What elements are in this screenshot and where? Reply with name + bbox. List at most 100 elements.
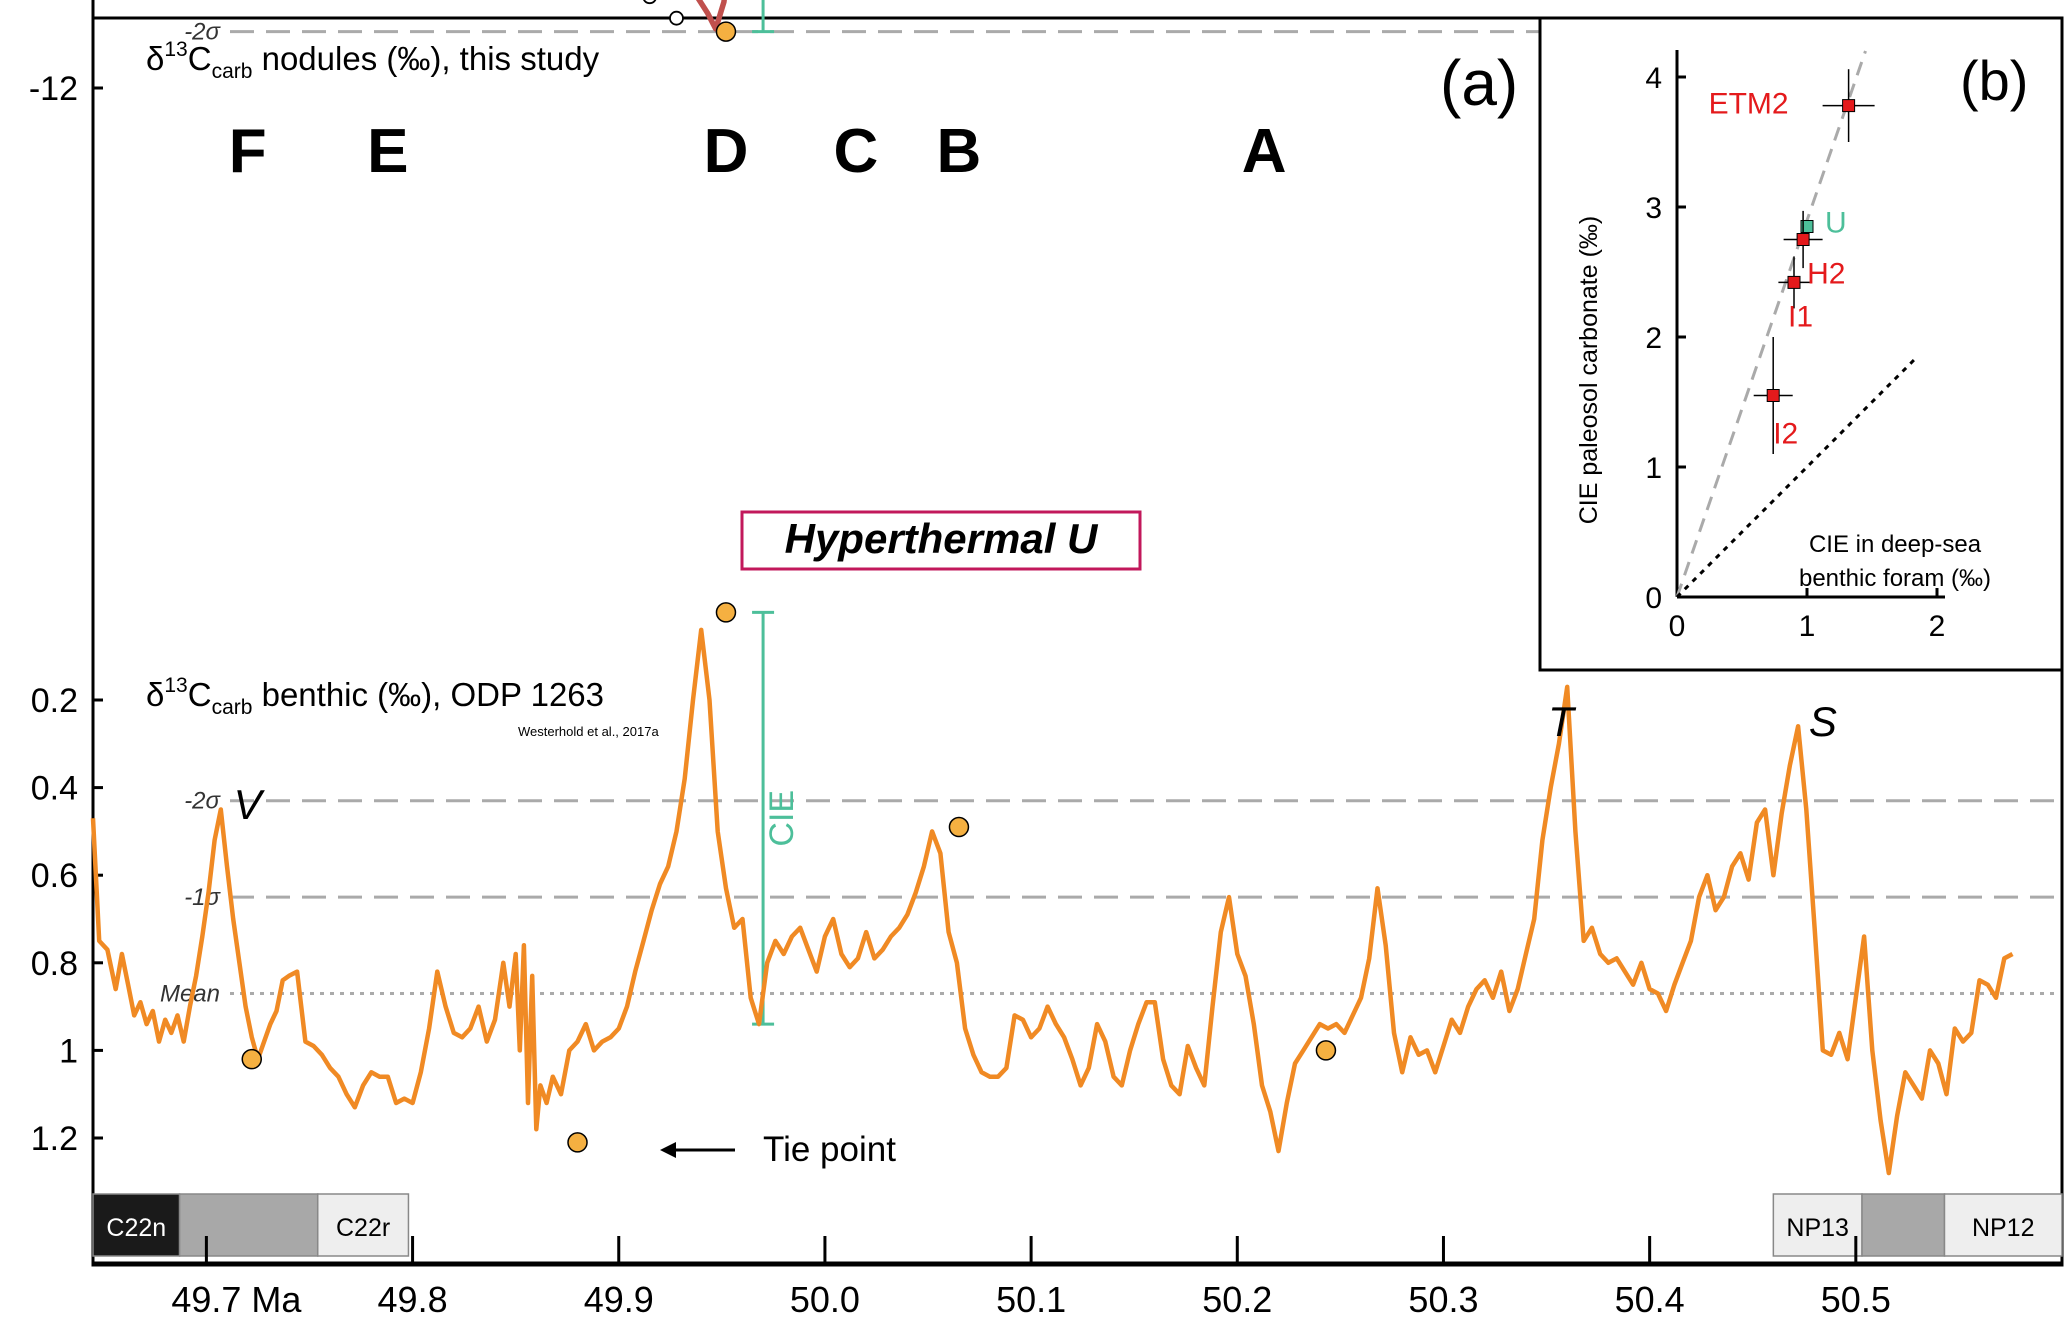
benthic-event-label: S bbox=[1809, 698, 1837, 745]
benthic-highlight-point bbox=[1315, 1040, 1337, 1061]
benthic-highlight-point bbox=[567, 1132, 588, 1153]
x-tick-label-4: 50.1 bbox=[996, 1279, 1066, 1320]
nodule-points bbox=[643, 0, 684, 26]
benthic-event-label: V bbox=[234, 781, 266, 828]
benthic-y-tick-label-2: 0.6 bbox=[31, 857, 78, 895]
tie-point-label: Tie point bbox=[763, 1130, 896, 1169]
event-labels: F E D C B A V T S bbox=[229, 117, 1837, 828]
nodules-event-label: B bbox=[937, 117, 982, 186]
benthic-title-sub: carb bbox=[212, 696, 253, 719]
x-tick-label-5: 50.2 bbox=[1202, 1279, 1272, 1320]
inset-point-1 bbox=[1800, 220, 1814, 233]
zone-label-2: C22r bbox=[336, 1214, 390, 1242]
zone-2 bbox=[316, 1193, 410, 1257]
nodules-ref-label-2: -2σ bbox=[184, 19, 221, 46]
zone-label-5: NP12 bbox=[1972, 1214, 2035, 1242]
nodules-y-axis: -12-10-8-6-4 bbox=[29, 0, 103, 108]
zone-4 bbox=[1861, 1193, 1946, 1257]
benthic-highlight-point bbox=[715, 602, 737, 623]
benthic-series-line bbox=[90, 627, 2014, 1176]
inset-chart: 0 1 2 3 4 0 1 2 ETM2 U H2 I1 I2 bbox=[1645, 50, 1945, 643]
inset-xlabel-line1: CIE in deep-sea bbox=[1809, 531, 1982, 558]
inset-x-tick-label-2: 2 bbox=[1929, 610, 1946, 643]
benthic-title: δ13Ccarb benthic (‰), ODP 1263 bbox=[146, 674, 604, 719]
zone-label-0: C22n bbox=[106, 1214, 166, 1242]
x-tick-label-8: 50.5 bbox=[1821, 1279, 1891, 1320]
inset-xlabel-line2: benthic foram (‰) bbox=[1799, 565, 1991, 592]
chronozone-bars: C22n C22r NP13 NP12 bbox=[92, 1193, 2063, 1257]
inset-point-0 bbox=[1842, 99, 1856, 113]
inset-x-tick-label-0: 0 bbox=[1669, 610, 1686, 643]
x-tick-label-0: 49.7 Ma bbox=[171, 1279, 302, 1320]
x-tick-label-3: 50.0 bbox=[790, 1279, 860, 1320]
nodules-title-sub: carb bbox=[212, 60, 253, 83]
nodules-event-label: C bbox=[833, 117, 878, 186]
nodules-title-c: C bbox=[188, 40, 212, 77]
nodules-y-tick-label-1: -10 bbox=[29, 0, 78, 1]
benthic-y-tick-label-5: 1.2 bbox=[31, 1120, 78, 1158]
benthic-citation: Westerhold et al., 2017a bbox=[518, 724, 659, 739]
benthic-ref-label-1: -1σ bbox=[184, 884, 221, 911]
inset-point-3 bbox=[1787, 275, 1801, 289]
benthic-highlight-point bbox=[948, 816, 970, 838]
inset-one-to-one-line bbox=[1675, 355, 1919, 599]
inset-ylabel: CIE paleosol carbonate (‰) bbox=[1575, 216, 1603, 524]
benthic-cie-label: CIE bbox=[763, 790, 801, 847]
x-tick-label-1: 49.8 bbox=[378, 1279, 448, 1320]
nodule-point bbox=[669, 10, 684, 26]
nodules-event-label: D bbox=[704, 117, 749, 186]
inset-frame bbox=[1538, 16, 2064, 672]
nodules-title: δ13Ccarb nodules (‰), this study bbox=[146, 38, 600, 83]
panel-label-b: (b) bbox=[1960, 49, 2028, 112]
benthic-y-tick-label-3: 0.8 bbox=[31, 945, 78, 983]
inset-x-tick-label-1: 1 bbox=[1799, 610, 1816, 643]
benthic-y-axis: 0.2 0.4 0.6 0.8 1 1.2 bbox=[31, 680, 103, 1158]
nodule-point bbox=[643, 0, 657, 5]
zone-0 bbox=[92, 1193, 181, 1257]
benthic-y-tick-label-4: 1 bbox=[59, 1032, 78, 1070]
zone-1 bbox=[178, 1193, 319, 1257]
nodules-event-label: A bbox=[1242, 117, 1287, 186]
inset-y-tick-label-3: 3 bbox=[1645, 192, 1662, 225]
nodules-title-delta: δ bbox=[146, 40, 164, 77]
highlight-points bbox=[241, 21, 1337, 1153]
x-tick-label-2: 49.9 bbox=[584, 1279, 654, 1320]
zone-5 bbox=[1943, 1193, 2063, 1257]
benthic-event-label: T bbox=[1548, 698, 1577, 745]
zone-label-3: NP13 bbox=[1786, 1214, 1849, 1242]
inset-point-label-1: U bbox=[1825, 207, 1847, 240]
x-axis: 49.7 Ma 49.8 49.9 50.0 50.1 50.2 50.3 50.4 50.5 bbox=[93, 1236, 2062, 1320]
benthic-ref-label-2: -2σ bbox=[184, 788, 221, 815]
inset-y-tick-label-4: 4 bbox=[1645, 62, 1662, 95]
inset-point-label-3: I1 bbox=[1788, 300, 1813, 333]
benthic-title-c: C bbox=[188, 676, 212, 713]
nodules-event-label: E bbox=[367, 117, 408, 186]
inset-point-label-4: I2 bbox=[1773, 418, 1798, 451]
cie-bars: CIECIE bbox=[752, 0, 801, 1026]
nodules-y-tick-label-0: -12 bbox=[29, 70, 78, 108]
benthic-highlight-point bbox=[241, 1048, 263, 1070]
benthic-title-delta: δ bbox=[146, 676, 164, 713]
benthic-y-tick-label-1: 0.4 bbox=[31, 770, 78, 808]
inset-y-tick-label-2: 2 bbox=[1645, 322, 1662, 355]
inset-point-2 bbox=[1796, 233, 1810, 246]
inset-fit-line bbox=[1675, 50, 1867, 598]
nodules-title-rest: nodules (‰), this study bbox=[252, 40, 599, 77]
benthic-y-tick-label-0: 0.2 bbox=[31, 682, 78, 720]
inset-y-tick-label-0: 0 bbox=[1645, 582, 1662, 615]
hyperthermal-box bbox=[740, 510, 1142, 571]
inset-y-tick-label-1: 1 bbox=[1645, 452, 1662, 485]
inset-point-4 bbox=[1766, 389, 1780, 402]
tie-point-arrowhead bbox=[660, 1142, 676, 1158]
inset-point-label-2: H2 bbox=[1807, 258, 1845, 291]
nodules-highlight-point bbox=[715, 21, 737, 42]
x-tick-label-6: 50.3 bbox=[1408, 1279, 1478, 1320]
inset-point-label-0: ETM2 bbox=[1709, 88, 1789, 121]
panel-label-a: (a) bbox=[1440, 47, 1518, 119]
nodules-event-label: F bbox=[229, 117, 267, 186]
benthic-title-sup: 13 bbox=[164, 674, 187, 697]
hyperthermal-label: Hyperthermal U bbox=[785, 515, 1099, 562]
benthic-title-rest: benthic (‰), ODP 1263 bbox=[252, 676, 604, 713]
nodules-title-sup: 13 bbox=[164, 38, 187, 61]
